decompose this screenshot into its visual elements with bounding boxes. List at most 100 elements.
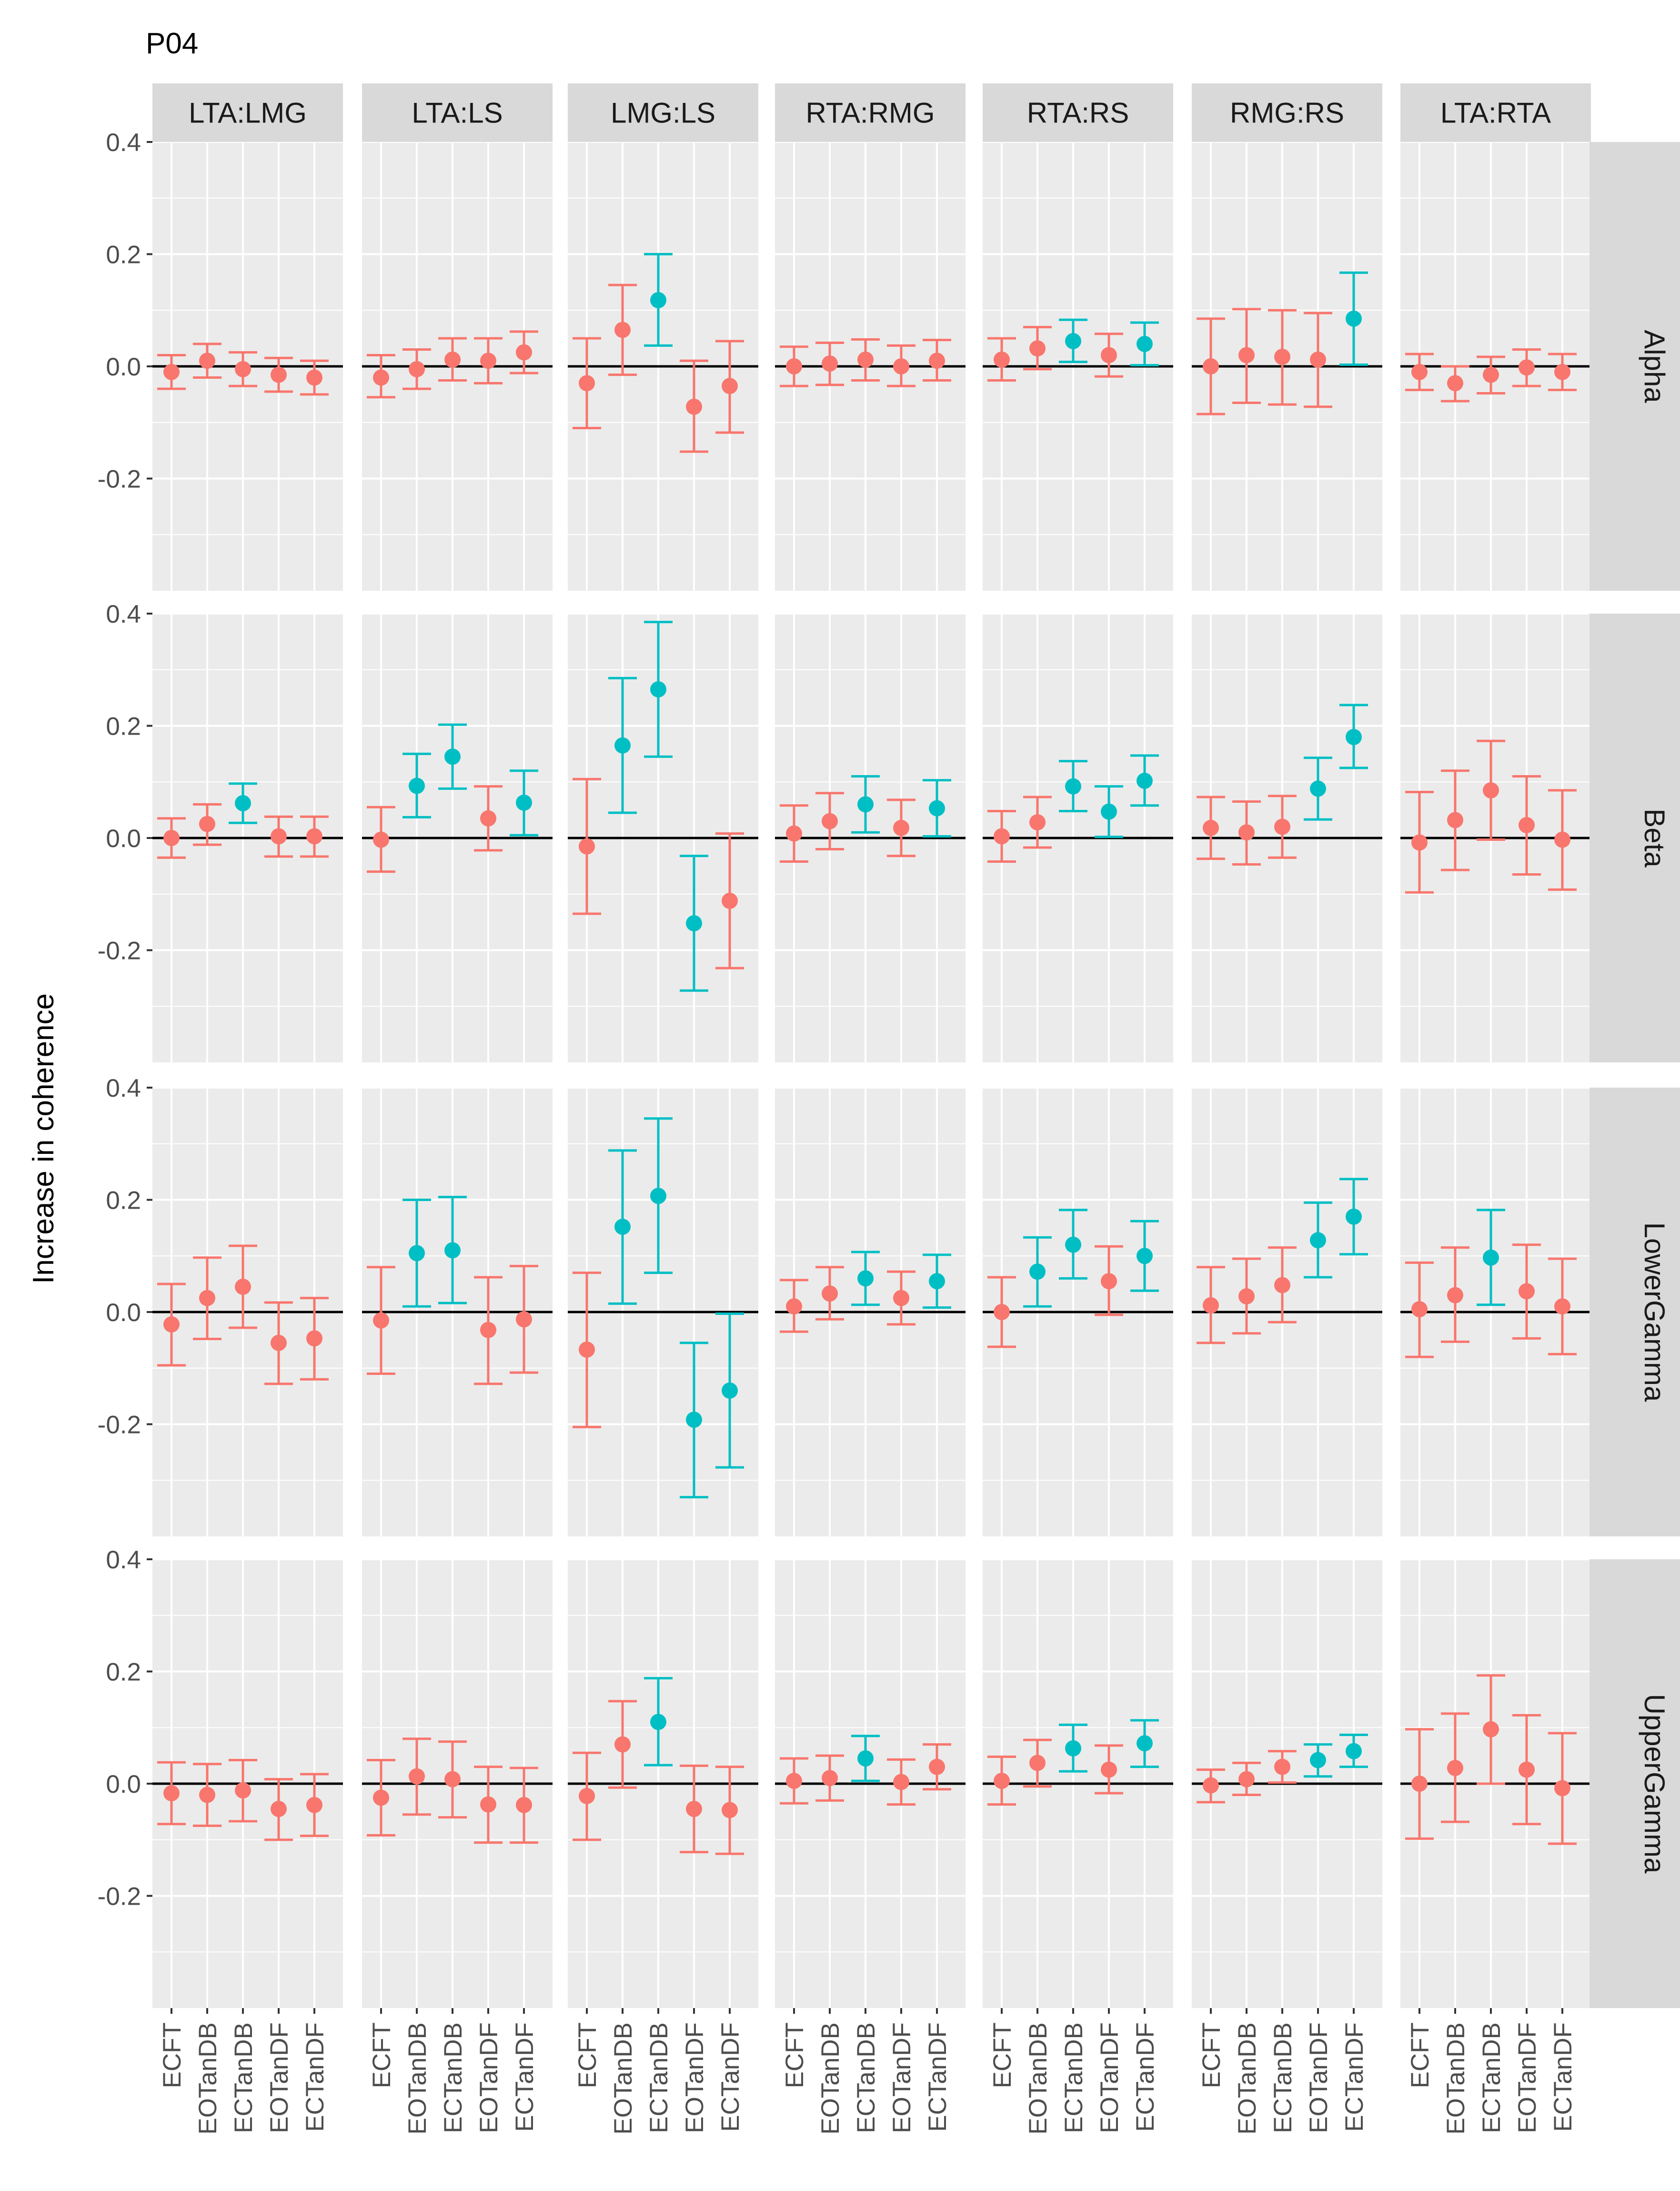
data-point — [306, 828, 322, 845]
data-point — [306, 1330, 322, 1347]
data-point — [199, 816, 215, 832]
data-point — [1519, 359, 1535, 376]
data-point — [373, 831, 389, 848]
data-point — [480, 353, 496, 369]
data-point — [235, 1279, 251, 1295]
data-point — [1137, 772, 1153, 789]
data-point — [857, 1270, 874, 1287]
y-tick-label: 0.0 — [106, 1299, 141, 1327]
data-point — [1065, 1236, 1081, 1253]
panel-alpha-rta-rs — [987, 318, 1159, 382]
panel-beta-rta-rmg — [780, 775, 951, 863]
data-point — [857, 1750, 874, 1767]
data-point — [1238, 1771, 1255, 1787]
data-point — [373, 1312, 389, 1329]
column-strip-lta-lmg — [152, 83, 343, 142]
data-point — [271, 1800, 287, 1817]
x-tick-label: EOTanDF — [1513, 2022, 1541, 2133]
data-point — [409, 1768, 425, 1785]
x-tick-label: EOTanDB — [1233, 2022, 1261, 2135]
y-tick-label: 0.0 — [106, 353, 141, 381]
data-point — [1519, 1761, 1535, 1778]
data-point — [480, 1796, 496, 1813]
column-strip-label: LMG:LS — [611, 97, 715, 129]
data-point — [1029, 340, 1046, 357]
data-point — [199, 1787, 215, 1803]
x-tick-label: EOTanDB — [609, 2022, 637, 2135]
data-point — [722, 378, 738, 394]
data-point — [1238, 347, 1255, 363]
panel-uppergamma-lta-lmg — [157, 1759, 329, 1841]
column-strip-label: LTA:LMG — [189, 97, 307, 129]
x-tick-label: ECTanDB — [852, 2022, 880, 2133]
data-point — [650, 1188, 666, 1204]
x-tick-label: ECFT — [368, 2022, 396, 2088]
data-point — [1346, 1743, 1362, 1759]
data-point — [409, 777, 425, 794]
panel-uppergamma-lmg-ls — [573, 1677, 744, 1855]
y-tick-label: -0.2 — [98, 465, 141, 494]
data-point — [1029, 1263, 1046, 1280]
x-tick-label: ECTanDB — [645, 2022, 673, 2133]
data-point — [409, 1245, 425, 1262]
data-point — [929, 353, 945, 369]
data-point — [822, 1770, 838, 1787]
y-tick-label: 0.4 — [106, 600, 141, 628]
data-point — [1137, 1248, 1153, 1264]
data-point — [650, 292, 666, 309]
data-point — [1411, 1776, 1428, 1792]
data-point — [1411, 1301, 1428, 1318]
x-tick-label: EOTanDB — [1442, 2022, 1470, 2135]
data-point — [1203, 358, 1219, 374]
panel-beta-lta-ls — [367, 723, 538, 873]
data-point — [722, 1802, 738, 1818]
data-point — [857, 796, 874, 813]
data-point — [1346, 1208, 1362, 1225]
panel-alpha-rta-rmg — [780, 338, 951, 387]
column-strip-rta-rmg — [775, 83, 966, 142]
data-point — [929, 1273, 945, 1290]
column-strip-label: RMG:RS — [1230, 97, 1344, 129]
x-tick-label: ECTanDB — [1269, 2022, 1297, 2133]
data-point — [822, 1285, 838, 1302]
data-point — [1203, 1297, 1219, 1313]
x-tick-label: ECFT — [1406, 2022, 1434, 2088]
data-point — [373, 369, 389, 386]
x-tick-label: ECFT — [158, 2022, 186, 2088]
panel-lowergamma-rmg-rs — [1197, 1178, 1368, 1344]
data-point — [1310, 780, 1326, 797]
data-point — [1447, 1287, 1463, 1303]
data-point — [1137, 335, 1153, 352]
panel-lowergamma-lmg-ls — [573, 1117, 744, 1499]
data-point — [235, 1782, 251, 1799]
data-point — [1065, 1740, 1081, 1757]
data-point — [893, 358, 909, 374]
data-point — [994, 1773, 1010, 1789]
data-point — [271, 828, 287, 845]
data-point — [1519, 817, 1535, 833]
data-point — [929, 1758, 945, 1775]
data-point — [1554, 1298, 1570, 1315]
x-tick-label: EOTanDB — [403, 2022, 432, 2135]
x-tick-label: EOTanDF — [1305, 2022, 1333, 2133]
data-point — [786, 1773, 802, 1789]
x-tick-label: EOTanDB — [1024, 2022, 1052, 2135]
data-point — [822, 355, 838, 372]
x-tick-label: ECTanDF — [511, 2022, 539, 2132]
data-point — [1101, 1761, 1117, 1778]
data-point — [1483, 366, 1499, 383]
data-point — [235, 795, 251, 811]
data-point — [614, 322, 631, 338]
data-point — [1274, 348, 1290, 365]
panel-alpha-lta-ls — [367, 330, 538, 399]
data-point — [409, 361, 425, 377]
data-point — [994, 828, 1010, 845]
panel-beta-lta-lmg — [157, 782, 329, 859]
x-tick-label: ECTanDB — [1060, 2022, 1088, 2133]
panel-lowergamma-lta-ls — [367, 1196, 538, 1385]
row-strip-label: Alpha — [1639, 330, 1670, 403]
data-point — [686, 915, 702, 931]
data-point — [786, 1298, 802, 1315]
x-tick-label: ECTanDF — [301, 2022, 329, 2132]
